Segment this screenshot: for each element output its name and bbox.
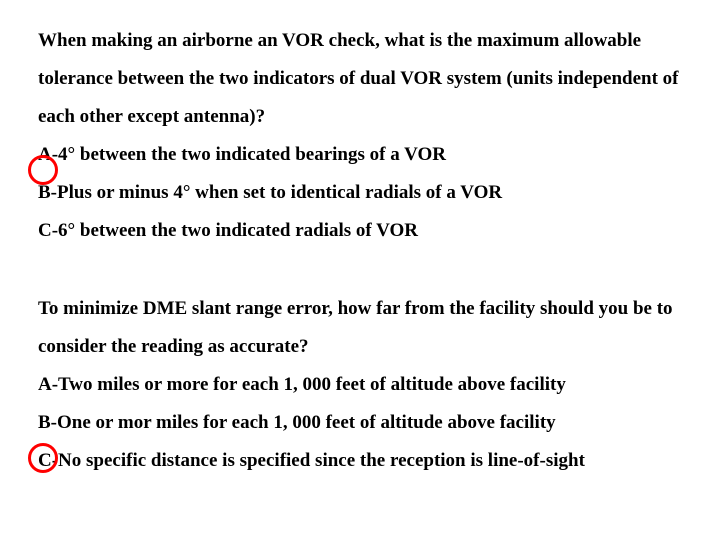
question-1-choice-a: A-4° between the two indicated bearings …	[38, 136, 682, 174]
question-2-choice-c: C-No specific distance is specified sinc…	[38, 442, 682, 480]
question-2-choice-a: A-Two miles or more for each 1, 000 feet…	[38, 366, 682, 404]
question-1-choice-b: B-Plus or minus 4° when set to identical…	[38, 174, 682, 212]
question-2: To minimize DME slant range error, how f…	[38, 290, 682, 480]
question-1-prompt: When making an airborne an VOR check, wh…	[38, 22, 682, 136]
question-1: When making an airborne an VOR check, wh…	[38, 22, 682, 250]
question-2-prompt: To minimize DME slant range error, how f…	[38, 290, 682, 366]
question-2-choice-b: B-One or mor miles for each 1, 000 feet …	[38, 404, 682, 442]
question-1-choice-c: C-6° between the two indicated radials o…	[38, 212, 682, 250]
page-content: When making an airborne an VOR check, wh…	[0, 0, 720, 480]
